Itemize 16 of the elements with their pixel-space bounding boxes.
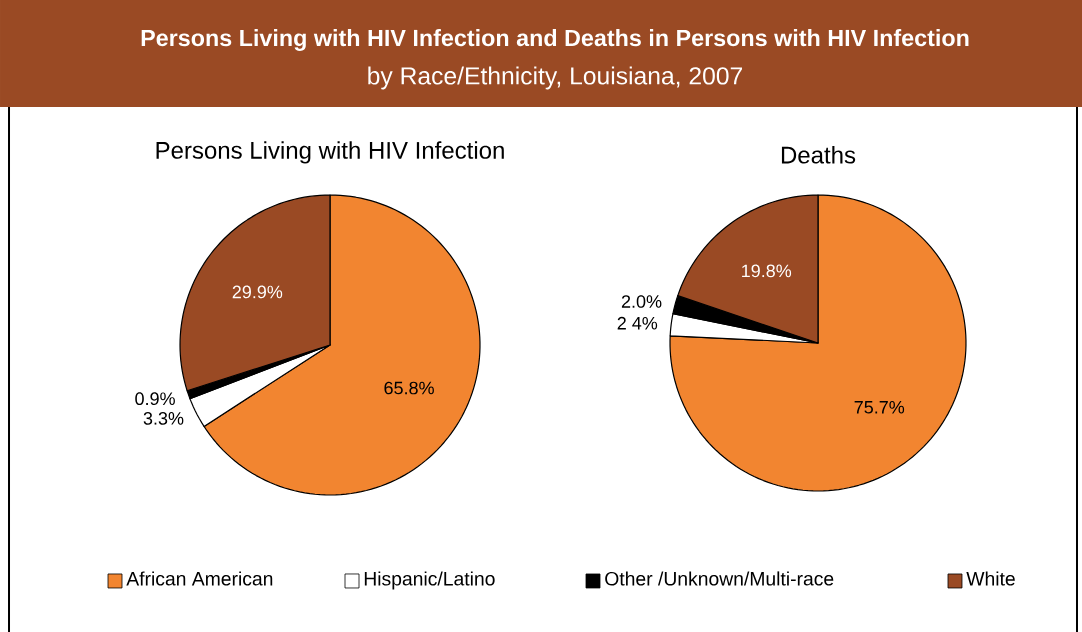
chart-title: Deaths <box>781 145 856 164</box>
legend-label: Hispanic/Latino <box>364 571 495 590</box>
legend-label: African American <box>126 571 273 586</box>
legend-label: Other /Unknown/Multi-race <box>605 571 834 586</box>
legend-label: White <box>966 571 1015 586</box>
chart-title: Persons Living with HIV Infection <box>156 141 504 164</box>
text: Persons Living with HIV Infection and Deaths in Persons with HIV Infection <box>141 29 969 51</box>
data-label: 2 4% <box>617 316 658 330</box>
text: by Race/Ethnicity, Louisiana, 2007 <box>368 66 743 90</box>
data-label: 65.8% <box>384 381 434 395</box>
data-label: 3.3% <box>143 412 184 425</box>
data-label: 75.7% <box>854 400 905 414</box>
data-label: 2.0% <box>621 295 662 308</box>
data-label: 0.9% <box>135 392 175 406</box>
data-label: 29.9% <box>232 285 283 299</box>
data-label: 19.8% <box>742 264 792 278</box>
